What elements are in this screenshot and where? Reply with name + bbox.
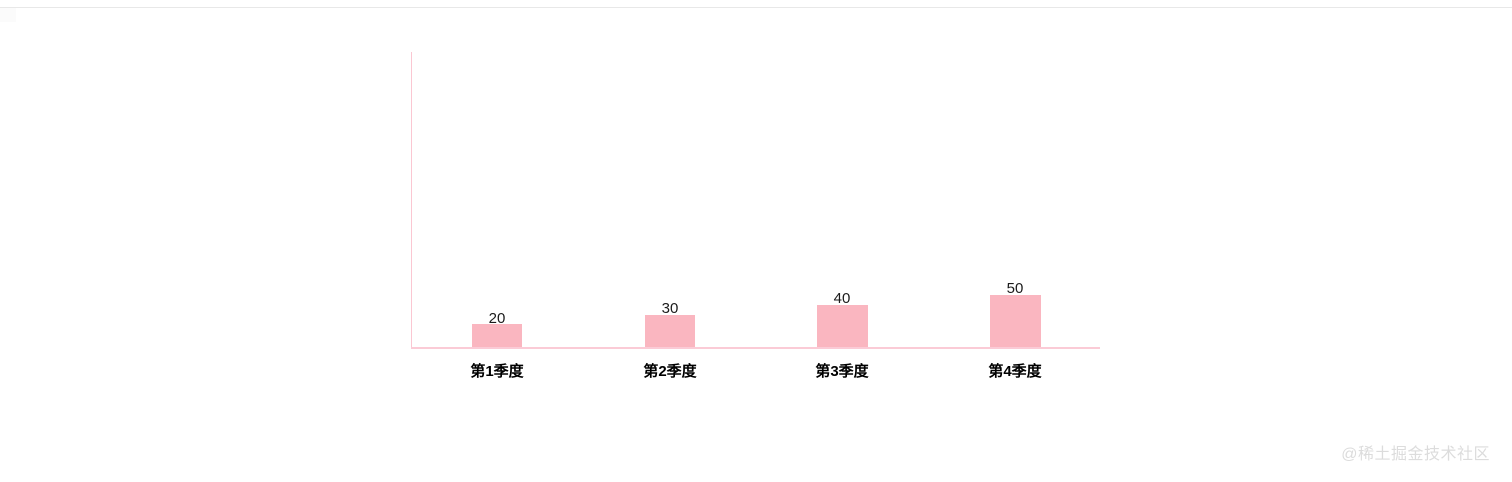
bar-value-label-0: 20 bbox=[488, 310, 506, 327]
bar-series-0-item-0[interactable] bbox=[472, 324, 522, 347]
y-axis-line bbox=[411, 52, 412, 348]
bar-value-label-1: 30 bbox=[661, 300, 679, 317]
bar-series-0-item-1[interactable] bbox=[645, 315, 695, 347]
x-axis-category-label-3: 第4季度 bbox=[988, 363, 1042, 380]
bar-series-0-item-3[interactable] bbox=[990, 295, 1041, 347]
top-divider bbox=[0, 7, 1512, 8]
x-axis-category-label-0: 第1季度 bbox=[470, 363, 524, 380]
bar-value-label-3: 50 bbox=[1006, 280, 1024, 297]
site-watermark: @稀土掘金技术社区 bbox=[1341, 446, 1490, 463]
bar-series-0-item-2[interactable] bbox=[817, 305, 868, 347]
corner-artifact bbox=[0, 8, 16, 22]
x-axis-category-label-1: 第2季度 bbox=[643, 363, 697, 380]
x-axis-category-label-2: 第3季度 bbox=[815, 363, 869, 380]
x-axis-line bbox=[411, 347, 1100, 349]
bar-value-label-2: 40 bbox=[833, 290, 851, 307]
